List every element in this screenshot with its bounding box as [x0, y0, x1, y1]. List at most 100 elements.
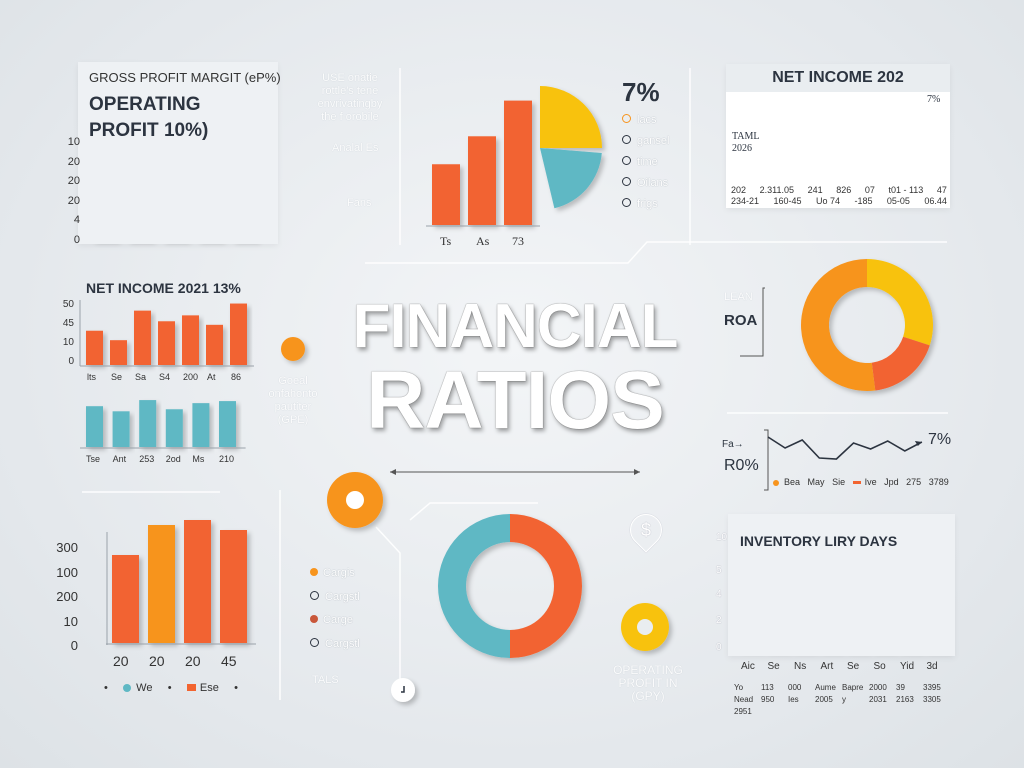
bottom_bars-bars: [106, 520, 256, 645]
bar: [134, 310, 151, 365]
axis-label: 3d: [926, 661, 938, 672]
axis-label: 20: [149, 653, 165, 669]
axis-label: 20: [113, 653, 129, 669]
net-income-x-labels-row2: 234-21 160-45 Uo 74 -185 05-05 06.44: [731, 196, 947, 206]
axis-label: Ns: [794, 661, 807, 672]
bar: [112, 555, 139, 643]
white-dot-icon: [391, 678, 415, 702]
net-income-x-labels-row1: 202 2.311.05 241 826 07 t01 - 113 47: [731, 185, 947, 195]
bar: [86, 406, 103, 447]
axis-label: 160-45: [773, 196, 802, 206]
axis-label: 253: [139, 454, 155, 464]
axis-label: 45: [62, 318, 74, 329]
net-income-left-label-2: 2026: [732, 143, 752, 154]
axis-label: 20: [185, 653, 201, 669]
axis-label: 2163: [896, 695, 914, 704]
axis-label: Ant: [112, 454, 127, 464]
axis-label: 10: [716, 532, 728, 543]
legend-label: 275: [906, 477, 922, 487]
axis-label: Art: [820, 661, 834, 672]
legend-dot-icon: [622, 156, 631, 166]
legend-label: frigs: [637, 198, 658, 210]
axis-label: 241: [807, 185, 823, 195]
axis-label: lts: [87, 372, 96, 382]
legend-dot-icon: [310, 614, 318, 623]
legend-dot-icon: [310, 590, 319, 600]
legend-label: gansel: [637, 135, 670, 147]
main-title-line2: RATIOS: [366, 355, 665, 446]
ring-hole: [346, 491, 364, 509]
legend-swatch-icon: [852, 481, 861, 485]
bar: [219, 401, 236, 447]
axis-label: 10: [62, 337, 74, 348]
axis-label: As: [476, 234, 490, 248]
legend-item: Cargstl: [310, 585, 360, 609]
note-line: USE onatie: [322, 72, 378, 84]
bar: [432, 164, 460, 225]
pie-value-label: 7%: [622, 77, 660, 107]
connector-line: [409, 502, 538, 521]
fans-label: Fans: [347, 197, 372, 209]
axis-label: 2.311.05: [759, 185, 794, 195]
pie-slice: [871, 336, 930, 391]
axis-label: 300: [56, 540, 78, 555]
axis-label: Uo 74: [815, 196, 840, 206]
axis-label: 950: [761, 695, 775, 704]
arrow-head-icon: [914, 441, 922, 446]
axis-label: At: [207, 372, 216, 382]
connector-line: [375, 526, 401, 700]
axis-label: Se: [847, 661, 860, 672]
axis-label: 20: [67, 175, 80, 187]
bar: [468, 136, 496, 225]
axis-label: 100: [56, 564, 78, 580]
legend-dot-icon: [622, 177, 631, 187]
bullet-icon: •: [167, 682, 172, 694]
axis-label: 2951: [734, 707, 752, 716]
tals-label: TALS: [312, 674, 339, 686]
legend-item: Carge: [310, 608, 360, 632]
legend-dot-icon: [622, 135, 631, 145]
axis-label: 10: [63, 613, 78, 629]
axis-label: 200: [56, 589, 78, 604]
roa-legend: Bea May Sie Ive Jpd 275 3789: [773, 477, 949, 487]
axis-label: Tse: [86, 454, 101, 464]
axis-label: 2: [716, 615, 722, 626]
operating-note: OPERATING PROFIT IN (GPY): [605, 664, 691, 703]
legend-item: frigs: [622, 193, 669, 214]
axis-label: Ts: [440, 234, 452, 248]
bar: [158, 321, 175, 365]
pie-legend: lacs gansel time Oilans frigs: [622, 109, 669, 214]
legend-label: Sie: [832, 477, 846, 487]
pie-slice: [510, 514, 582, 658]
roa-line-value-label: R0%: [724, 457, 759, 474]
axis-label: 234-21: [731, 196, 760, 206]
net-income-line-header: NET INCOME 202: [726, 64, 950, 92]
legend-item: lacs: [622, 109, 669, 130]
legend-label: Jpd: [884, 477, 899, 487]
divider-line: [365, 241, 947, 264]
main-title-line1: FINANCIAL: [352, 292, 678, 361]
bar: [110, 340, 127, 365]
legend-label: Bea: [784, 477, 801, 487]
net-income-left-label-1: TAML: [732, 131, 760, 142]
legend-label: 3789: [928, 477, 949, 487]
axis-label: 73: [512, 234, 524, 248]
net_income_2021-bars: [80, 303, 254, 367]
inventory-panel: [728, 514, 955, 656]
axis-label: 10: [67, 136, 80, 148]
axis-label: 202: [731, 185, 747, 195]
legend-dot-icon: [622, 114, 631, 124]
legend-item: Oilans: [622, 172, 669, 193]
axis-label: 4: [73, 214, 80, 226]
legend-label: Oilans: [637, 177, 669, 189]
axis-label: 2od: [165, 454, 181, 464]
bullet-icon: •: [234, 682, 238, 694]
gross-profit-heading: GROSS PROFIT MARGIT (eP%): [89, 70, 281, 85]
bracket-line: [740, 287, 765, 357]
bar: [112, 411, 130, 447]
bullet-icon: •: [104, 682, 108, 694]
legend-label: Cargstl: [325, 590, 360, 603]
net-income-line-panel: NET INCOME 202: [726, 64, 950, 208]
ring-hole: [637, 619, 653, 635]
bar: [192, 403, 210, 447]
